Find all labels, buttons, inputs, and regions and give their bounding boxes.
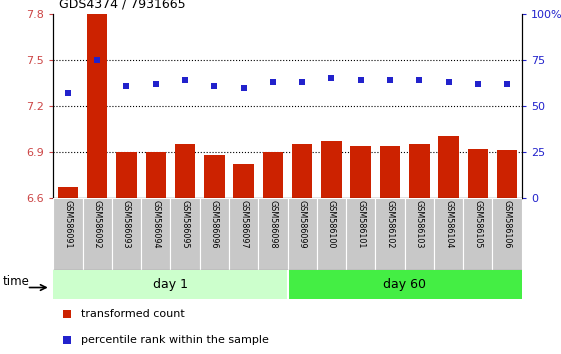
Bar	[438, 136, 459, 198]
Text: GSM586094: GSM586094	[151, 200, 160, 248]
Bar	[434, 198, 463, 270]
Text: GDS4374 / 7931665: GDS4374 / 7931665	[59, 0, 186, 11]
Bar	[141, 198, 171, 270]
Text: transformed count: transformed count	[81, 309, 185, 320]
Point	[327, 75, 336, 81]
Bar	[112, 198, 141, 270]
Bar	[145, 152, 166, 198]
Bar	[53, 270, 287, 299]
Bar	[317, 198, 346, 270]
Bar	[200, 198, 229, 270]
Point	[239, 85, 248, 90]
Bar	[171, 198, 200, 270]
Bar	[467, 149, 488, 198]
Text: GSM586101: GSM586101	[356, 200, 365, 248]
Bar	[53, 198, 82, 270]
Text: GSM586095: GSM586095	[181, 200, 190, 249]
Bar	[409, 144, 430, 198]
Text: GSM586104: GSM586104	[444, 200, 453, 248]
Text: GSM586091: GSM586091	[63, 200, 72, 248]
Point	[298, 79, 307, 85]
Point	[181, 77, 190, 83]
Point	[356, 77, 365, 83]
Bar	[404, 198, 434, 270]
Bar	[87, 14, 108, 198]
Bar	[175, 144, 195, 198]
Point	[268, 79, 277, 85]
Bar	[263, 152, 283, 198]
Point	[415, 77, 424, 83]
Bar	[229, 198, 258, 270]
Text: day 60: day 60	[383, 278, 426, 291]
Bar	[204, 155, 224, 198]
Text: GSM586092: GSM586092	[93, 200, 102, 249]
Text: GSM586100: GSM586100	[327, 200, 336, 248]
Bar	[321, 141, 342, 198]
Bar	[233, 164, 254, 198]
Point	[444, 79, 453, 85]
Bar	[497, 150, 517, 198]
Text: GSM586098: GSM586098	[268, 200, 277, 248]
Bar	[493, 198, 522, 270]
Text: GSM586096: GSM586096	[210, 200, 219, 248]
Bar	[287, 270, 522, 299]
Point	[63, 90, 72, 96]
Text: time: time	[3, 275, 30, 288]
Point	[210, 83, 219, 88]
Bar	[258, 198, 287, 270]
Bar	[351, 145, 371, 198]
Point	[93, 57, 102, 63]
Bar	[116, 152, 137, 198]
Text: GSM586097: GSM586097	[239, 200, 248, 249]
Bar	[375, 198, 404, 270]
Text: day 1: day 1	[153, 278, 188, 291]
Bar	[82, 198, 112, 270]
Text: GSM586106: GSM586106	[503, 200, 512, 248]
Point	[503, 81, 512, 87]
Bar	[463, 198, 493, 270]
Text: GSM586102: GSM586102	[385, 200, 394, 248]
Bar	[346, 198, 375, 270]
Bar	[287, 198, 317, 270]
Point	[151, 81, 160, 87]
Text: GSM586093: GSM586093	[122, 200, 131, 248]
Point	[473, 81, 482, 87]
Text: GSM586103: GSM586103	[415, 200, 424, 248]
Text: percentile rank within the sample: percentile rank within the sample	[81, 335, 269, 345]
Bar	[380, 145, 400, 198]
Point	[122, 83, 131, 88]
Bar	[292, 144, 312, 198]
Text: GSM586099: GSM586099	[298, 200, 307, 249]
Text: GSM586105: GSM586105	[473, 200, 482, 248]
Bar	[58, 187, 78, 198]
Point	[385, 77, 394, 83]
